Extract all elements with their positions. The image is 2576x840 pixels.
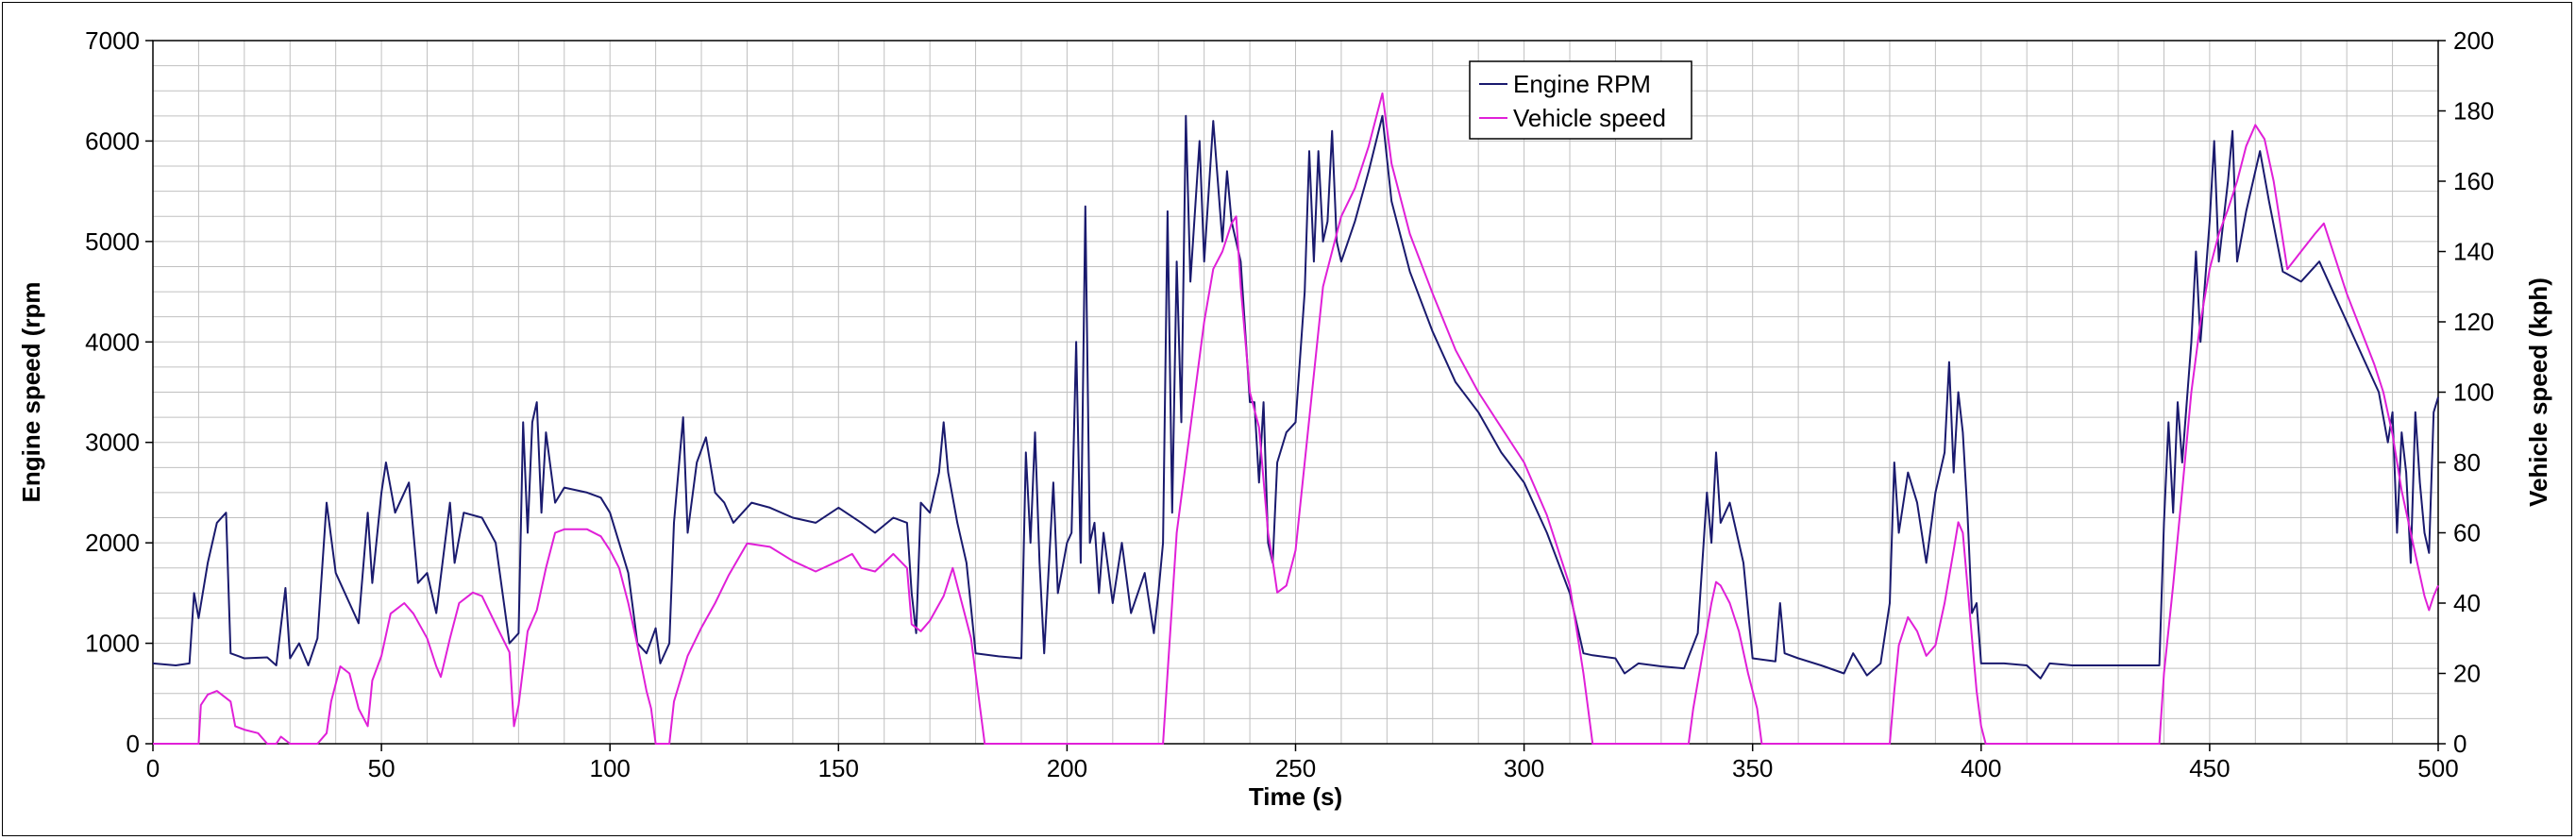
series-line-vehicle-speed (153, 92, 2439, 745)
left-y-tick-label: 6000 (85, 126, 140, 155)
right-y-tick-label: 0 (2453, 730, 2467, 758)
series-layer (152, 92, 2439, 745)
legend-label-vehicle-speed: Vehicle speed (1513, 104, 1666, 132)
right-y-tick-label: 80 (2453, 448, 2481, 477)
left-y-tick-label: 1000 (85, 630, 140, 658)
left-y-tick-label: 7000 (85, 26, 140, 55)
legend-label-engine-rpm: Engine RPM (1513, 70, 1651, 98)
right-y-tick-label: 140 (2453, 238, 2494, 266)
right-y-tick-label: 60 (2453, 519, 2481, 547)
right-y-tick-label: 200 (2453, 26, 2494, 55)
right-y-tick-label: 100 (2453, 378, 2494, 407)
x-tick-label: 150 (818, 754, 859, 782)
right-y-tick-label: 160 (2453, 167, 2494, 195)
left-y-axis-ticks: 0 1000 2000 3000 4000 5000 6000 7000 (85, 26, 153, 758)
x-tick-label: 50 (368, 754, 396, 782)
x-tick-label: 250 (1275, 754, 1316, 782)
x-tick-label: 500 (2417, 754, 2458, 782)
left-y-tick-label: 2000 (85, 529, 140, 557)
x-tick-label: 300 (1504, 754, 1544, 782)
right-y-tick-label: 120 (2453, 308, 2494, 336)
x-tick-label: 0 (146, 754, 160, 782)
left-y-tick-label: 4000 (85, 328, 140, 356)
legend: Engine RPM Vehicle speed (1469, 60, 1692, 140)
x-tick-label: 400 (1961, 754, 2001, 782)
left-y-tick-label: 0 (126, 730, 140, 758)
right-y-tick-label: 180 (2453, 97, 2494, 126)
right-y-tick-label: 40 (2453, 589, 2481, 617)
left-y-axis-title: Engine speed (rpm (17, 281, 45, 502)
x-tick-label: 100 (590, 754, 631, 782)
series-line-engine-rpm (152, 114, 2439, 680)
grid-lines (152, 40, 2439, 745)
x-axis-title: Time (s) (1249, 782, 1342, 811)
legend-box (1469, 60, 1692, 140)
right-y-tick-label: 20 (2453, 660, 2481, 688)
right-y-axis-title: Vehicle speed (kph) (2524, 277, 2552, 507)
x-axis-ticks: 0 50 100 150 200 250 300 350 400 450 500 (146, 744, 2459, 782)
left-y-tick-label: 5000 (85, 227, 140, 256)
x-tick-label: 450 (2189, 754, 2230, 782)
right-y-axis-ticks: 0 20 40 60 80 100 120 140 160 180 200 (2438, 26, 2494, 758)
left-y-tick-label: 3000 (85, 428, 140, 457)
x-tick-label: 350 (1732, 754, 1773, 782)
x-tick-label: 200 (1047, 754, 1087, 782)
